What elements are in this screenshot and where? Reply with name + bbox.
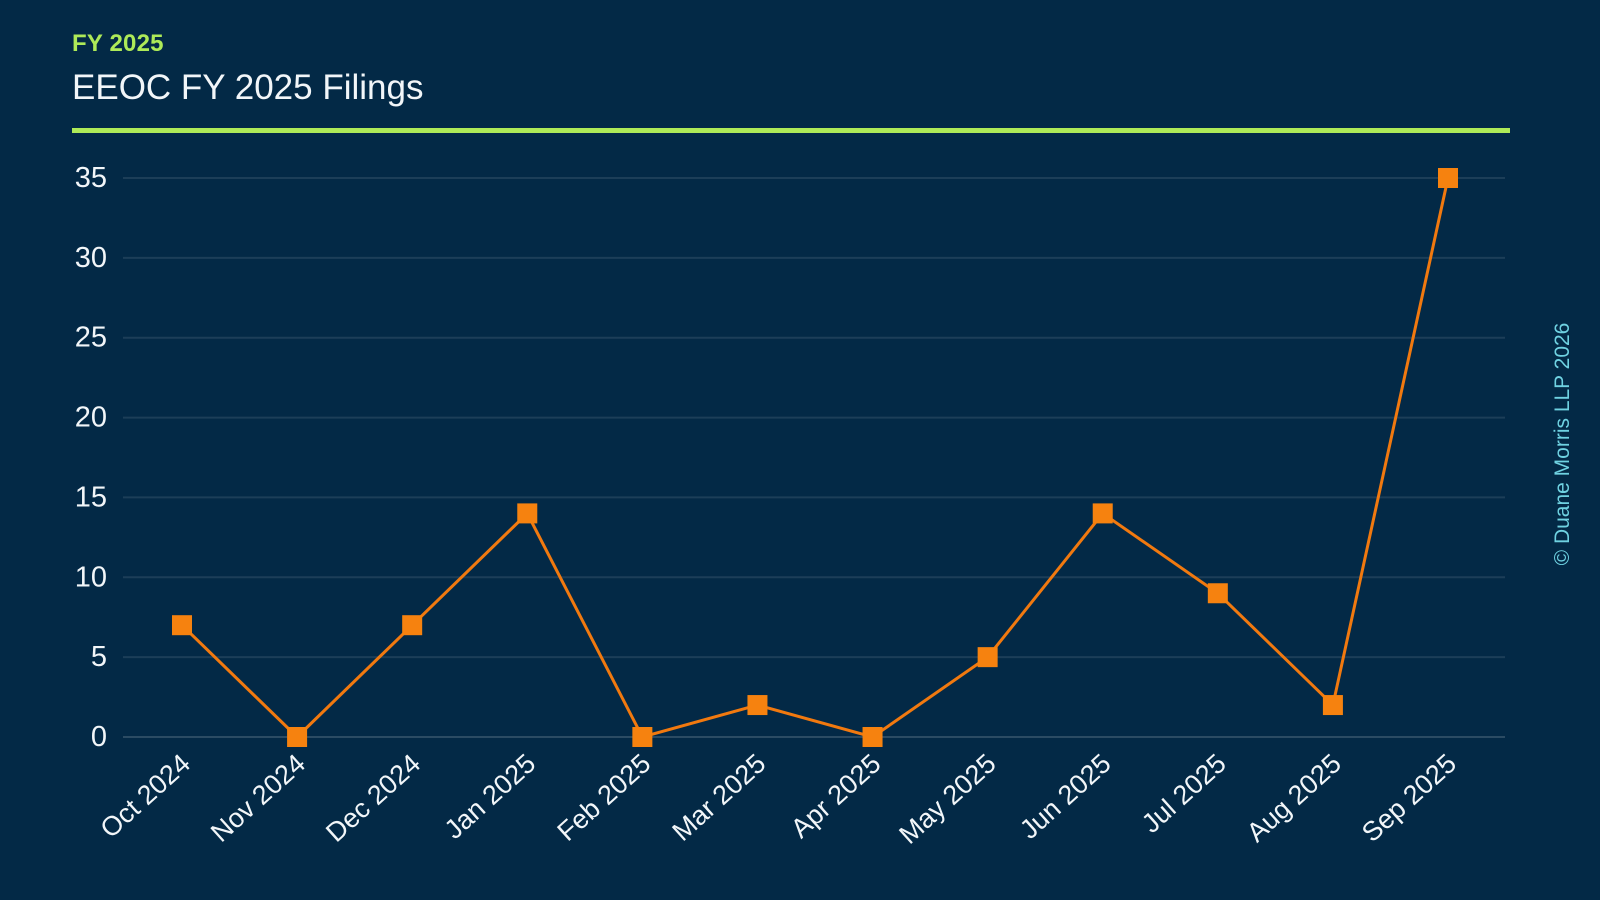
data-point-marker	[172, 615, 192, 636]
y-tick-label: 25	[75, 322, 107, 354]
x-tick-label: Oct 2024	[95, 748, 197, 844]
data-point-marker	[402, 615, 423, 636]
data-point-marker	[977, 647, 998, 668]
x-tick-label: Sep 2025	[1356, 748, 1462, 848]
x-tick-label: May 2025	[893, 748, 1001, 850]
y-tick-label: 15	[75, 481, 107, 513]
x-tick-label: Apr 2025	[785, 748, 887, 844]
data-point-marker	[1438, 168, 1458, 188]
x-tick-label: Jun 2025	[1014, 748, 1117, 845]
y-tick-label: 10	[75, 561, 107, 593]
y-tick-label: 5	[91, 641, 107, 673]
x-tick-label: Aug 2025	[1241, 748, 1347, 848]
x-tick-label: Jul 2025	[1136, 748, 1232, 839]
title-underline	[72, 128, 1510, 133]
x-tick-label: Dec 2024	[320, 748, 426, 848]
y-tick-label: 0	[91, 721, 107, 753]
copyright-watermark: © Duane Morris LLP 2026	[1551, 322, 1574, 566]
chart-eyebrow: FY 2025	[72, 30, 164, 57]
x-tick-label: Nov 2024	[205, 748, 311, 848]
y-tick-label: 20	[75, 402, 107, 434]
x-tick-label: Feb 2025	[552, 748, 657, 847]
chart-title: EEOC FY 2025 Filings	[72, 68, 424, 107]
data-point-marker	[862, 727, 883, 747]
data-point-marker	[1092, 503, 1113, 524]
data-point-marker	[1207, 583, 1228, 604]
data-point-marker	[632, 727, 653, 747]
y-tick-label: 30	[75, 242, 107, 274]
y-tick-label: 35	[75, 162, 107, 194]
data-point-marker	[517, 503, 538, 524]
data-line	[180, 177, 1450, 740]
data-point-marker	[287, 727, 308, 747]
data-point-marker	[1322, 695, 1343, 716]
x-tick-label: Jan 2025	[439, 748, 542, 845]
data-point-marker	[747, 695, 768, 716]
x-tick-label: Mar 2025	[667, 748, 772, 847]
